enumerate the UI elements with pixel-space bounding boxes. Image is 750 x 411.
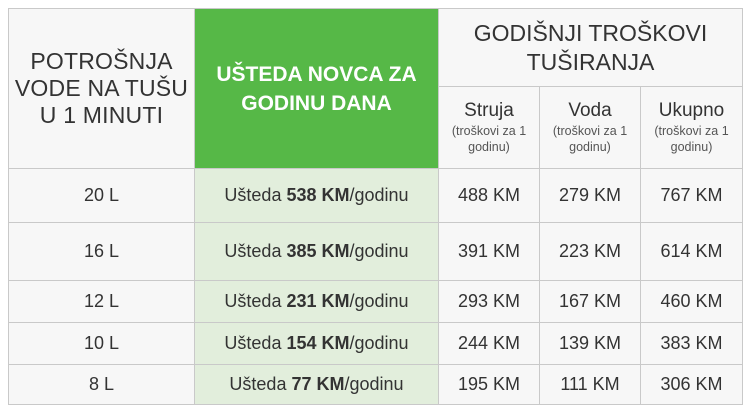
savings-amount: 154 KM: [286, 333, 350, 353]
electricity-cost-cell: 391 KM: [438, 222, 540, 281]
water-cost-cell: 167 KM: [539, 280, 641, 323]
electricity-subheader-note: (troškovi za 1 godinu): [451, 124, 527, 154]
total-cost-cell: 767 KM: [639, 168, 744, 223]
liters-cell: 10 L: [8, 322, 195, 365]
liters-cell: 16 L: [8, 222, 195, 281]
savings-suffix: /godinu: [344, 374, 404, 394]
savings-cell: Ušteda 77 KM/godinu: [194, 364, 439, 405]
table-row: 20 L Ušteda 538 KM/godinu 488 KM 279 KM …: [8, 168, 744, 223]
savings-amount: 77 KM: [291, 374, 345, 394]
savings-amount: 385 KM: [286, 241, 350, 261]
table-row: 16 L Ušteda 385 KM/godinu 391 KM 223 KM …: [8, 222, 744, 281]
savings-cell: Ušteda 154 KM/godinu: [194, 322, 439, 365]
total-subheader-title: Ukupno: [658, 100, 725, 121]
electricity-cost-cell: 195 KM: [438, 364, 540, 405]
total-cost-cell: 383 KM: [639, 322, 744, 365]
water-subheader-note: (troškovi za 1 godinu): [552, 124, 628, 154]
liters-cell: 20 L: [8, 168, 195, 223]
total-cost-cell: 306 KM: [639, 364, 744, 405]
savings-amount: 538 KM: [286, 185, 350, 205]
water-cost-cell: 223 KM: [539, 222, 641, 281]
total-subheader-note: (troškovi za 1 godinu): [654, 124, 729, 154]
savings-suffix: /godinu: [349, 333, 409, 353]
liters-cell: 8 L: [8, 364, 195, 405]
savings-prefix: Ušteda: [229, 374, 287, 394]
savings-amount: 231 KM: [286, 291, 350, 311]
savings-prefix: Ušteda: [224, 241, 282, 261]
electricity-cost-cell: 488 KM: [438, 168, 540, 223]
savings-suffix: /godinu: [349, 241, 409, 261]
savings-cell: Ušteda 538 KM/godinu: [194, 168, 439, 223]
electricity-cost-cell: 293 KM: [438, 280, 540, 323]
consumption-header: POTROŠNJA VODE NA TUŠU U 1 MINUTI: [8, 8, 195, 169]
savings-suffix: /godinu: [349, 291, 409, 311]
savings-prefix: Ušteda: [224, 185, 282, 205]
table-row: 10 L Ušteda 154 KM/godinu 244 KM 139 KM …: [8, 322, 744, 365]
water-subheader: Voda (troškovi za 1 godinu): [539, 86, 641, 169]
header-row: POTROŠNJA VODE NA TUŠU U 1 MINUTI UŠTEDA…: [8, 8, 744, 169]
savings-cell: Ušteda 385 KM/godinu: [194, 222, 439, 281]
savings-suffix: /godinu: [349, 185, 409, 205]
electricity-subheader: Struja (troškovi za 1 godinu): [438, 86, 540, 169]
table-row: 12 L Ušteda 231 KM/godinu 293 KM 167 KM …: [8, 280, 744, 323]
savings-header: UŠTEDA NOVCA ZA GODINU DANA: [194, 8, 439, 169]
electricity-cost-cell: 244 KM: [438, 322, 540, 365]
sub-header-row: Struja (troškovi za 1 godinu) Voda (troš…: [9, 86, 744, 169]
total-cost-cell: 460 KM: [639, 280, 744, 323]
liters-cell: 12 L: [8, 280, 195, 323]
total-subheader: Ukupno (troškovi za 1 godinu): [639, 86, 744, 169]
savings-prefix: Ušteda: [224, 333, 282, 353]
electricity-subheader-title: Struja: [464, 100, 514, 121]
water-cost-cell: 279 KM: [539, 168, 641, 223]
water-cost-cell: 111 KM: [539, 364, 641, 405]
annual-costs-header: GODIŠNJI TROŠKOVI TUŠIRANJA: [437, 8, 744, 87]
savings-cell: Ušteda 231 KM/godinu: [194, 280, 439, 323]
savings-prefix: Ušteda: [224, 291, 282, 311]
total-cost-cell: 614 KM: [639, 222, 744, 281]
water-subheader-title: Voda: [568, 100, 612, 121]
water-cost-cell: 139 KM: [539, 322, 641, 365]
table-row: 8 L Ušteda 77 KM/godinu 195 KM 111 KM 30…: [8, 364, 744, 405]
shower-cost-table: POTROŠNJA VODE NA TUŠU U 1 MINUTI UŠTEDA…: [8, 8, 744, 405]
